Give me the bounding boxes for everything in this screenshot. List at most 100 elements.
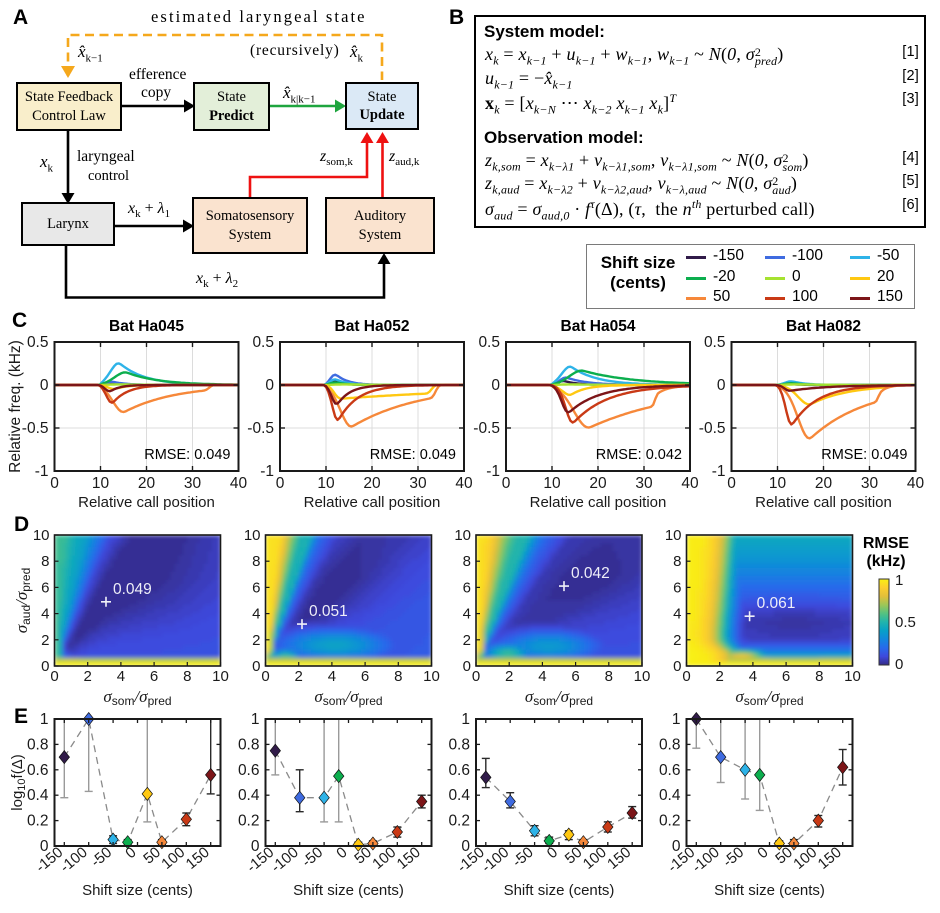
svg-text:4: 4 — [117, 668, 125, 685]
svg-text:10: 10 — [92, 475, 110, 492]
svg-text:0: 0 — [251, 838, 260, 855]
svg-text:0: 0 — [252, 658, 260, 675]
svg-text:Shift size (cents): Shift size (cents) — [82, 882, 193, 899]
svg-text:0: 0 — [463, 658, 471, 675]
svg-text:8: 8 — [463, 553, 471, 570]
svg-text:σsom/σpred: σsom/σpred — [314, 687, 382, 708]
svg-text:6: 6 — [463, 579, 471, 596]
svg-text:0.6: 0.6 — [659, 762, 681, 779]
svg-text:1: 1 — [461, 711, 470, 728]
svg-text:Relative call position: Relative call position — [530, 494, 667, 511]
svg-text:0.8: 0.8 — [659, 736, 681, 753]
svg-text:-50: -50 — [88, 844, 116, 871]
svg-text:0: 0 — [50, 475, 59, 492]
svg-text:0.8: 0.8 — [27, 736, 49, 753]
svg-text:8: 8 — [605, 668, 613, 685]
svg-text:Relative freq. (kHz): Relative freq. (kHz) — [7, 340, 24, 473]
svg-text:Shift size (cents): Shift size (cents) — [293, 882, 404, 899]
svg-text:8: 8 — [815, 668, 823, 685]
svg-text:10: 10 — [423, 668, 440, 685]
svg-text:10: 10 — [543, 475, 561, 492]
svg-text:30: 30 — [184, 475, 202, 492]
svg-text:1: 1 — [251, 711, 260, 728]
svg-text:30: 30 — [635, 475, 653, 492]
svg-text:150: 150 — [394, 844, 424, 873]
svg-text:RMSE: 0.049: RMSE: 0.049 — [821, 447, 907, 463]
svg-text:0.6: 0.6 — [27, 762, 49, 779]
svg-text:-0.5: -0.5 — [699, 420, 726, 437]
svg-text:0.5: 0.5 — [704, 334, 726, 351]
svg-text:0.4: 0.4 — [238, 787, 260, 804]
svg-text:30: 30 — [861, 475, 879, 492]
svg-text:20: 20 — [815, 475, 833, 492]
svg-text:0.8: 0.8 — [238, 736, 260, 753]
svg-text:0.042: 0.042 — [571, 565, 610, 582]
svg-text:0.061: 0.061 — [757, 595, 796, 612]
svg-text:RMSE: 0.049: RMSE: 0.049 — [370, 447, 456, 463]
svg-text:-100: -100 — [689, 844, 723, 876]
svg-text:D: D — [14, 513, 29, 536]
svg-text:0.4: 0.4 — [448, 787, 470, 804]
svg-text:0.2: 0.2 — [238, 813, 260, 830]
svg-text:0.5: 0.5 — [252, 334, 274, 351]
svg-text:(kHz): (kHz) — [866, 553, 905, 570]
svg-text:1: 1 — [895, 572, 903, 589]
svg-text:6: 6 — [252, 579, 260, 596]
svg-text:-0.5: -0.5 — [22, 420, 49, 437]
svg-text:6: 6 — [673, 579, 681, 596]
svg-text:0.6: 0.6 — [238, 762, 260, 779]
svg-text:0.2: 0.2 — [27, 813, 49, 830]
svg-text:0: 0 — [261, 668, 269, 685]
svg-text:30: 30 — [409, 475, 427, 492]
svg-text:10: 10 — [634, 668, 651, 685]
svg-text:10: 10 — [844, 668, 861, 685]
svg-text:6: 6 — [782, 668, 790, 685]
svg-text:8: 8 — [394, 668, 402, 685]
svg-text:2: 2 — [673, 632, 681, 649]
svg-text:2: 2 — [41, 632, 49, 649]
svg-text:-1: -1 — [35, 463, 49, 480]
svg-text:10: 10 — [769, 475, 787, 492]
svg-text:σsom/σpred: σsom/σpred — [103, 687, 171, 708]
svg-text:6: 6 — [150, 668, 158, 685]
svg-text:0.5: 0.5 — [895, 614, 916, 631]
svg-text:C: C — [12, 309, 27, 332]
svg-text:2: 2 — [252, 632, 260, 649]
svg-text:0.2: 0.2 — [659, 813, 681, 830]
svg-text:Bat Ha082: Bat Ha082 — [786, 318, 861, 335]
svg-text:-50: -50 — [720, 844, 748, 871]
svg-text:10: 10 — [33, 527, 50, 544]
svg-text:4: 4 — [328, 668, 336, 685]
svg-text:2: 2 — [505, 668, 513, 685]
svg-text:0: 0 — [41, 658, 49, 675]
svg-text:2: 2 — [716, 668, 724, 685]
svg-text:6: 6 — [41, 579, 49, 596]
svg-text:0: 0 — [717, 377, 726, 394]
svg-text:0: 0 — [276, 475, 285, 492]
svg-text:1: 1 — [40, 711, 49, 728]
svg-text:0: 0 — [491, 377, 500, 394]
svg-text:150: 150 — [604, 844, 634, 873]
svg-text:8: 8 — [252, 553, 260, 570]
svg-text:RMSE: RMSE — [863, 535, 910, 552]
svg-text:-100: -100 — [268, 844, 302, 876]
svg-text:0: 0 — [40, 377, 49, 394]
svg-text:0.049: 0.049 — [113, 581, 152, 598]
svg-text:-50: -50 — [509, 844, 537, 871]
svg-text:0: 0 — [50, 668, 58, 685]
svg-text:0: 0 — [682, 668, 690, 685]
svg-text:2: 2 — [463, 632, 471, 649]
svg-text:log10f(Δ): log10f(Δ) — [9, 754, 28, 810]
svg-text:4: 4 — [41, 606, 49, 623]
svg-text:RMSE: 0.042: RMSE: 0.042 — [596, 447, 682, 463]
svg-text:-100: -100 — [57, 844, 91, 876]
svg-text:Shift size (cents): Shift size (cents) — [504, 882, 615, 899]
svg-text:0: 0 — [895, 656, 903, 673]
svg-text:8: 8 — [673, 553, 681, 570]
svg-text:20: 20 — [589, 475, 607, 492]
svg-text:20: 20 — [363, 475, 381, 492]
svg-text:0.5: 0.5 — [27, 334, 49, 351]
svg-text:0: 0 — [502, 475, 511, 492]
svg-text:-50: -50 — [299, 844, 327, 871]
svg-text:40: 40 — [907, 475, 925, 492]
